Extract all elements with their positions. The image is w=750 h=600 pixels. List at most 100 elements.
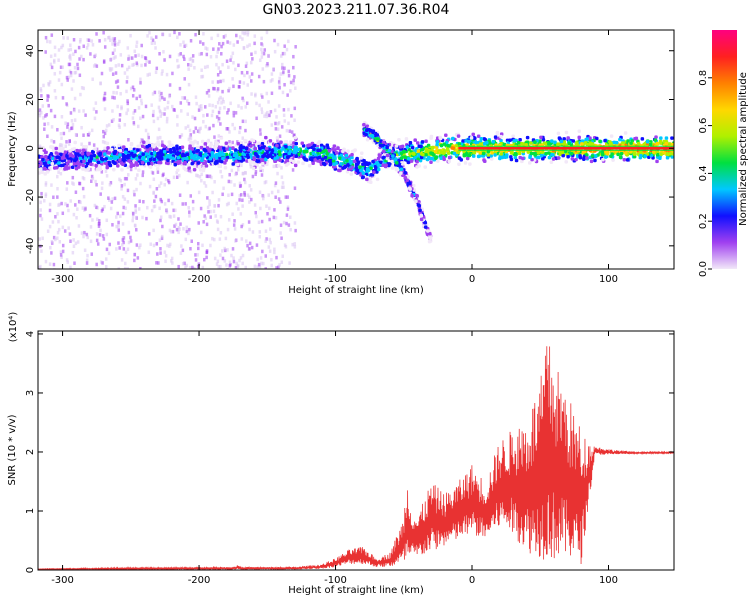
ridge-pixel [43,161,47,166]
noise-pixel [139,181,142,186]
noise-pixel [126,200,130,204]
ridge-pixel [213,161,218,166]
noise-pixel [46,134,49,139]
noise-pixel [68,232,72,236]
ridge-pixel [414,193,419,198]
noise-pixel [267,100,270,104]
noise-pixel [115,247,118,251]
noise-pixel [238,181,242,186]
ridge-pixel [122,157,126,161]
noise-pixel [158,206,161,211]
ridge-pixel [593,154,598,159]
ridge-pixel [464,139,468,143]
noise-pixel [71,181,74,185]
noise-pixel [111,72,115,76]
noise-pixel [140,63,143,68]
noise-pixel [198,52,201,57]
noise-pixel [144,128,148,133]
ridge-pixel [385,145,389,150]
noise-pixel [148,72,151,77]
ridge-pixel [410,194,414,198]
noise-pixel [49,245,52,250]
noise-pixel [119,53,123,57]
ridge-pixel [417,204,422,208]
noise-pixel [49,62,53,67]
ridge-pixel [283,140,288,144]
noise-pixel [277,265,280,269]
ridge-pixel [373,165,378,170]
noise-pixel [159,218,162,223]
noise-pixel [196,129,200,133]
ridge-pixel [141,152,145,156]
noise-pixel [60,45,63,50]
ridge-pixel [375,177,380,182]
noise-pixel [248,241,252,246]
ridge-pixel [391,154,395,158]
ridge-pixel [590,154,595,158]
noise-pixel [163,250,167,254]
noise-pixel [275,266,278,269]
colorbar-label: Normalized spectral amplitude [738,72,749,226]
noise-pixel [59,253,63,257]
noise-pixel [287,39,290,44]
noise-pixel [193,267,196,269]
noise-pixel [233,126,237,131]
ridge-pixel [623,131,628,135]
noise-pixel [131,218,134,223]
noise-pixel [293,106,297,111]
snr-x-label: Height of straight line (km) [288,585,424,596]
noise-pixel [255,214,258,219]
ridge-pixel [180,145,185,149]
ridge-pixel [616,152,620,157]
ridge-pixel [425,157,430,162]
noise-pixel [169,259,173,263]
noise-pixel [241,119,245,124]
noise-pixel [232,256,235,260]
noise-pixel [126,247,130,251]
noise-pixel [261,168,264,173]
noise-pixel [231,51,235,56]
noise-pixel [268,217,271,222]
noise-pixel [293,245,297,249]
noise-pixel [281,254,284,258]
ridge-pixel [251,166,256,171]
ridge-pixel [629,141,633,145]
ridge-pixel [103,152,107,156]
noise-pixel [293,242,297,246]
ridge-pixel [74,166,79,171]
noise-pixel [228,86,231,91]
noise-pixel [160,140,164,144]
ridge-pixel [512,139,517,143]
noise-pixel [215,62,218,67]
noise-pixel [184,265,187,269]
noise-pixel [259,168,262,173]
noise-pixel [163,112,166,116]
ridge-pixel [107,162,112,166]
noise-pixel [255,101,258,106]
noise-pixel [82,86,85,91]
noise-pixel [58,70,62,75]
x-tick-label: -300 [51,575,74,586]
ridge-pixel [96,160,101,165]
noise-pixel [185,225,188,230]
ridge-pixel [307,164,312,168]
ridge-pixel [500,155,505,160]
colorbar-tick-label: 0.0 [698,261,709,277]
noise-pixel [133,258,136,263]
noise-pixel [159,215,163,219]
noise-pixel [82,133,85,137]
noise-pixel [66,181,69,185]
ridge-pixel [582,149,587,154]
noise-pixel [184,43,188,48]
noise-pixel [211,190,214,195]
noise-pixel [49,108,53,113]
ridge-pixel [370,173,375,177]
noise-pixel [140,98,143,103]
ridge-pixel [213,146,218,151]
noise-pixel [244,265,247,269]
noise-pixel [54,215,57,219]
noise-pixel [38,145,42,150]
noise-pixel [93,203,97,208]
ridge-pixel [162,150,167,154]
noise-pixel [98,233,102,237]
